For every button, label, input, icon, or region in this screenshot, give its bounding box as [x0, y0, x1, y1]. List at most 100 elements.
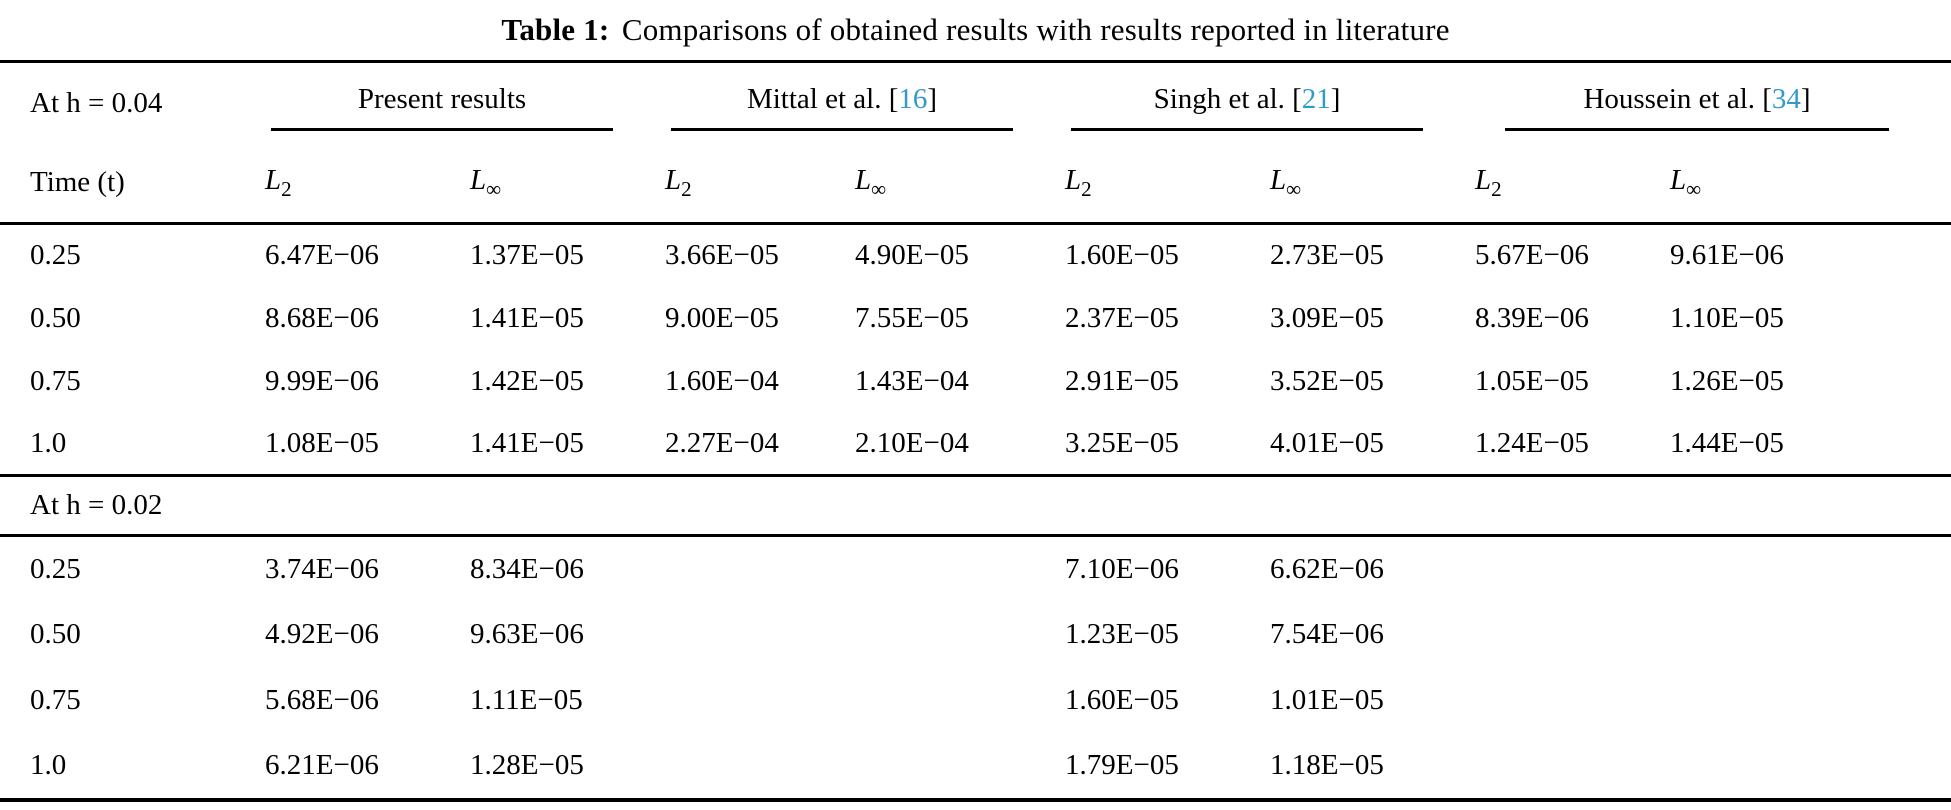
value-cell — [1670, 668, 1951, 734]
column-header-l2: L2 — [1065, 163, 1092, 201]
value-cell: 6.47E−06 — [265, 239, 379, 272]
column-header-linf: L∞ — [470, 163, 502, 201]
value-cell: 4.92E−06 — [265, 618, 379, 650]
value-cell: 1.18E−05 — [1270, 749, 1384, 781]
citation-link-16[interactable]: 16 — [898, 83, 928, 116]
table-caption-text: Comparisons of obtained results with res… — [621, 12, 1450, 47]
value-cell: 1.41E−05 — [470, 426, 584, 459]
value-cell: 1.05E−05 — [1475, 364, 1589, 397]
value-cell: 1.08E−05 — [265, 426, 379, 459]
value-cell — [1475, 668, 1670, 734]
value-cell: 8.39E−06 — [1475, 301, 1589, 334]
group-header-houssein: Houssein et al. [34] — [1475, 62, 1951, 144]
value-cell: 5.68E−06 — [265, 684, 379, 716]
value-cell: 1.28E−05 — [470, 749, 584, 781]
value-cell — [855, 602, 1065, 668]
value-cell: 7.55E−05 — [855, 301, 969, 334]
value-cell: 2.37E−05 — [1065, 301, 1179, 334]
time-cell: 0.75 — [30, 364, 81, 397]
group-label-present: Present results — [357, 83, 527, 116]
table-caption-label: Table 1: — [501, 12, 610, 47]
value-cell: 9.00E−05 — [665, 301, 779, 334]
value-cell: 1.79E−05 — [1065, 749, 1179, 781]
value-cell — [855, 668, 1065, 734]
value-cell — [665, 668, 855, 734]
results-table: At h = 0.04 Present results Mittal et al… — [0, 60, 1951, 802]
time-cell: 0.75 — [30, 684, 81, 716]
time-cell: 0.50 — [30, 618, 81, 650]
group-label-singh: Singh et al. [ — [1153, 83, 1302, 116]
table-row: 0.75 9.99E−06 1.42E−05 1.60E−04 1.43E−04… — [0, 350, 1951, 413]
value-cell: 2.27E−04 — [665, 426, 779, 459]
table-row: 0.25 3.74E−06 8.34E−06 7.10E−06 6.62E−06 — [0, 536, 1951, 602]
value-cell: 1.26E−05 — [1670, 364, 1784, 397]
value-cell — [1475, 536, 1670, 602]
time-cell: 1.0 — [30, 749, 67, 781]
column-header-linf: L∞ — [1270, 163, 1302, 201]
value-cell — [1475, 734, 1670, 800]
value-cell: 3.09E−05 — [1270, 301, 1384, 334]
value-cell: 7.10E−06 — [1065, 552, 1179, 585]
value-cell: 3.25E−05 — [1065, 426, 1179, 459]
value-cell: 1.60E−04 — [665, 364, 779, 397]
group-label-houssein: Houssein et al. [ — [1583, 83, 1772, 116]
section-label-h004: At h = 0.04 — [30, 86, 163, 119]
table-row: 0.25 6.47E−06 1.37E−05 3.66E−05 4.90E−05… — [0, 224, 1951, 287]
table-row: 1.0 1.08E−05 1.41E−05 2.27E−04 2.10E−04 … — [0, 413, 1951, 476]
group-label-mittal: Mittal et al. [ — [746, 83, 899, 116]
value-cell: 1.43E−04 — [855, 364, 969, 397]
value-cell: 4.01E−05 — [1270, 426, 1384, 459]
column-header-l2: L2 — [665, 163, 692, 201]
section-divider-row: At h = 0.02 — [0, 475, 1951, 536]
column-header-linf: L∞ — [1670, 163, 1702, 201]
value-cell: 9.63E−06 — [470, 618, 584, 650]
value-cell: 8.68E−06 — [265, 301, 379, 334]
group-header-present: Present results — [265, 62, 665, 144]
table-row: 1.0 6.21E−06 1.28E−05 1.79E−05 1.18E−05 — [0, 734, 1951, 800]
time-cell: 0.50 — [30, 301, 81, 334]
value-cell: 1.60E−05 — [1065, 239, 1179, 272]
value-cell — [665, 536, 855, 602]
value-cell: 1.37E−05 — [470, 239, 584, 272]
value-cell: 1.41E−05 — [470, 301, 584, 334]
value-cell — [1670, 536, 1951, 602]
time-column-header: Time (t) — [30, 166, 125, 199]
time-cell: 0.25 — [30, 239, 81, 272]
group-header-mittal: Mittal et al. [16] — [665, 62, 1065, 144]
value-cell: 1.11E−05 — [470, 684, 583, 716]
value-cell — [665, 734, 855, 800]
value-cell: 5.67E−06 — [1475, 239, 1589, 272]
value-cell: 3.74E−06 — [265, 552, 379, 585]
citation-link-21[interactable]: 21 — [1301, 83, 1331, 116]
time-cell: 0.25 — [30, 552, 81, 585]
table-row: 0.50 8.68E−06 1.41E−05 9.00E−05 7.55E−05… — [0, 287, 1951, 350]
value-cell — [665, 602, 855, 668]
value-cell: 2.73E−05 — [1270, 239, 1384, 272]
value-cell: 7.54E−06 — [1270, 618, 1384, 650]
table-caption: Table 1: Comparisons of obtained results … — [0, 0, 1951, 60]
table-row: 0.75 5.68E−06 1.11E−05 1.60E−05 1.01E−05 — [0, 668, 1951, 734]
value-cell: 2.91E−05 — [1065, 364, 1179, 397]
time-cell: 1.0 — [30, 426, 67, 459]
column-header-l2: L2 — [1475, 163, 1502, 201]
value-cell: 6.21E−06 — [265, 749, 379, 781]
value-cell — [1670, 734, 1951, 800]
value-cell: 9.61E−06 — [1670, 239, 1784, 272]
value-cell: 1.60E−05 — [1065, 684, 1179, 716]
value-cell: 1.23E−05 — [1065, 618, 1179, 650]
column-header-l2: L2 — [265, 163, 292, 201]
value-cell: 1.10E−05 — [1670, 301, 1784, 334]
group-header-singh: Singh et al. [21] — [1065, 62, 1475, 144]
value-cell: 9.99E−06 — [265, 364, 379, 397]
value-cell: 6.62E−06 — [1270, 552, 1384, 585]
citation-link-34[interactable]: 34 — [1771, 83, 1801, 116]
value-cell — [1670, 602, 1951, 668]
value-cell: 4.90E−05 — [855, 239, 969, 272]
value-cell: 2.10E−04 — [855, 426, 969, 459]
value-cell: 8.34E−06 — [470, 552, 584, 585]
value-cell — [855, 536, 1065, 602]
value-cell: 1.01E−05 — [1270, 684, 1384, 716]
section-label-h002: At h = 0.02 — [30, 489, 163, 521]
value-cell: 3.66E−05 — [665, 239, 779, 272]
